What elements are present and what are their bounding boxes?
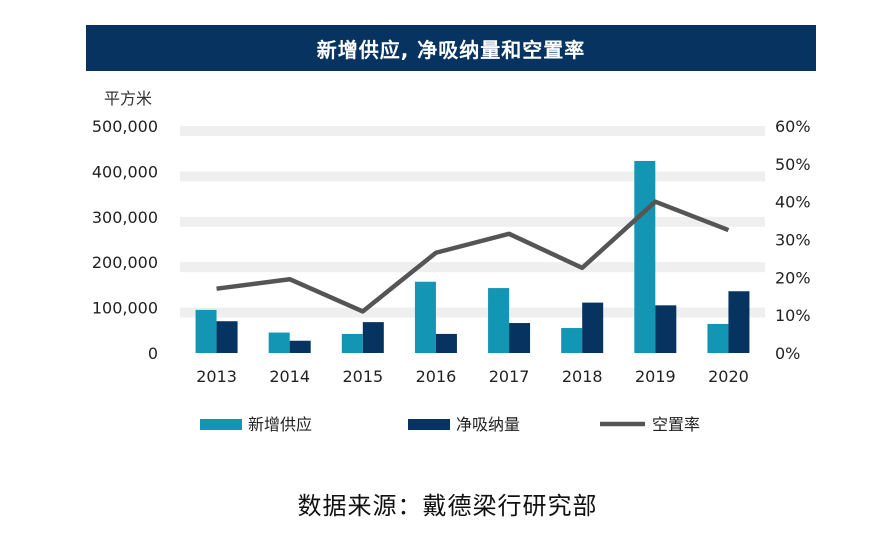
vacancy-rate-line bbox=[216, 199, 730, 314]
legend-swatch bbox=[408, 419, 450, 430]
bar-new-supply bbox=[341, 333, 363, 353]
bar-new-supply bbox=[488, 288, 510, 353]
y2-tick-label: 0% bbox=[775, 344, 800, 363]
y-tick-label: 0 bbox=[148, 344, 158, 363]
bar-net-absorption bbox=[362, 322, 384, 353]
x-tick-label: 2014 bbox=[269, 367, 310, 386]
x-tick-label: 2020 bbox=[708, 367, 749, 386]
bar-new-supply bbox=[634, 160, 656, 353]
y2-tick-label: 20% bbox=[775, 268, 811, 287]
bar-new-supply bbox=[561, 328, 583, 353]
x-tick-label: 2017 bbox=[489, 367, 530, 386]
bar-net-absorption bbox=[289, 340, 311, 353]
vacancy-line bbox=[216, 199, 730, 314]
x-tick-label: 2013 bbox=[196, 367, 237, 386]
y-axis-ticks: 0 100,000 200,000 300,000 400,000 500,000 bbox=[92, 117, 158, 363]
x-tick-label: 2016 bbox=[416, 367, 457, 386]
x-tick-label: 2015 bbox=[342, 367, 383, 386]
grid-band bbox=[180, 216, 765, 227]
source-note: 数据来源：戴德梁行研究部 bbox=[297, 492, 598, 520]
bar-net-absorption bbox=[655, 305, 677, 353]
bar-new-supply bbox=[268, 332, 290, 353]
y-axis-label: 平方米 bbox=[104, 89, 152, 108]
y-tick-label: 200,000 bbox=[92, 253, 158, 272]
y-tick-label: 400,000 bbox=[92, 162, 158, 181]
bars bbox=[195, 160, 750, 353]
y2-tick-label: 50% bbox=[775, 155, 811, 174]
legend-label: 空置率 bbox=[652, 415, 700, 434]
bar-new-supply bbox=[707, 323, 729, 353]
bar-new-supply bbox=[414, 281, 436, 353]
grid-band bbox=[180, 126, 765, 136]
bar-net-absorption bbox=[728, 291, 750, 353]
x-axis-ticks: 2013 2014 2015 2016 2017 2018 2019 2020 bbox=[196, 367, 749, 386]
bar-net-absorption bbox=[582, 302, 604, 353]
grid-band bbox=[180, 262, 765, 273]
y2-tick-label: 40% bbox=[775, 193, 811, 212]
legend-label: 净吸纳量 bbox=[456, 415, 520, 434]
y-tick-label: 100,000 bbox=[92, 299, 158, 318]
y-tick-label: 500,000 bbox=[92, 117, 158, 136]
grid-bands bbox=[180, 126, 765, 318]
y2-tick-label: 10% bbox=[775, 306, 811, 325]
legend-label: 新增供应 bbox=[248, 415, 312, 434]
legend-swatch bbox=[200, 419, 242, 430]
bar-net-absorption bbox=[509, 323, 531, 353]
legend: 新增供应 净吸纳量 空置率 bbox=[200, 415, 700, 434]
bar-net-absorption bbox=[435, 333, 457, 353]
x-tick-label: 2018 bbox=[562, 367, 603, 386]
grid-band bbox=[180, 307, 765, 318]
y-tick-label: 300,000 bbox=[92, 208, 158, 227]
y2-tick-label: 30% bbox=[775, 231, 811, 250]
chart-title: 新增供应, 净吸纳量和空置率 bbox=[86, 25, 816, 71]
x-tick-label: 2019 bbox=[635, 367, 676, 386]
grid-band bbox=[180, 171, 765, 182]
y2-tick-label: 60% bbox=[775, 117, 811, 136]
bar-new-supply bbox=[195, 309, 217, 353]
bar-net-absorption bbox=[216, 321, 238, 353]
y2-axis-ticks: 0% 10% 20% 30% 40% 50% 60% bbox=[775, 117, 811, 363]
